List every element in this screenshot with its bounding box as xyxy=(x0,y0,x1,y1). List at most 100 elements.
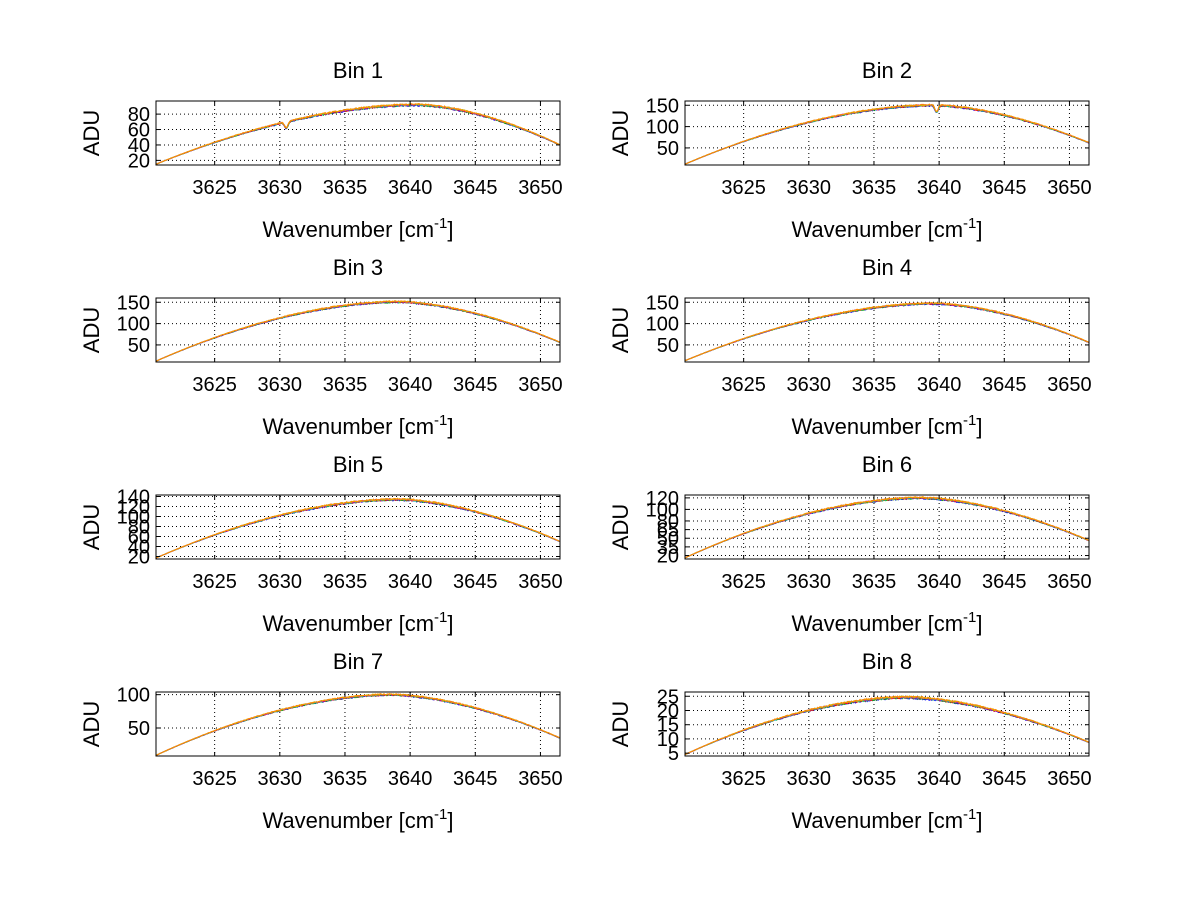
y-tick-label: 120 xyxy=(646,488,679,510)
y-axis-label: ADU xyxy=(79,307,104,353)
x-tick-label: 3645 xyxy=(982,177,1027,199)
x-tick-label: 3640 xyxy=(388,177,433,199)
plot-area xyxy=(685,298,1089,362)
y-axis-label: ADU xyxy=(79,701,104,747)
y-tick-label: 50 xyxy=(657,138,679,160)
spectrum-traces xyxy=(156,693,560,756)
spectrum-trace xyxy=(156,497,560,559)
y-tick-label: 20 xyxy=(657,546,679,568)
subplot-title: Bin 1 xyxy=(333,58,383,83)
y-tick-label: 20 xyxy=(128,150,150,172)
x-tick-label: 3650 xyxy=(518,571,563,593)
y-tick-label: 50 xyxy=(657,335,679,357)
x-tick-label: 3635 xyxy=(852,374,897,396)
x-tick-label: 3625 xyxy=(721,768,766,790)
x-tick-label: 3625 xyxy=(192,374,237,396)
x-tick-label: 3650 xyxy=(518,374,563,396)
x-tick-label: 3630 xyxy=(787,571,832,593)
spectrum-trace xyxy=(685,496,1089,559)
y-tick-label: 40 xyxy=(128,135,150,157)
x-tick-label: 3625 xyxy=(721,177,766,199)
y-tick-label: 150 xyxy=(646,95,679,117)
y-tick-label: 15 xyxy=(657,715,679,737)
axes-box xyxy=(155,297,561,363)
x-tick-label: 3640 xyxy=(917,374,962,396)
subplot-title: Bin 7 xyxy=(333,649,383,674)
y-tick-label: 50 xyxy=(657,528,679,550)
x-tick-label: 3630 xyxy=(787,768,832,790)
axes-box xyxy=(684,297,1090,363)
spectrum-traces xyxy=(156,497,560,559)
x-tick-label: 3645 xyxy=(453,571,498,593)
x-tick-label: 3645 xyxy=(982,374,1027,396)
x-tick-label: 3625 xyxy=(192,571,237,593)
x-axis-label: Wavenumber [cm-1] xyxy=(791,609,982,636)
plot-area xyxy=(685,495,1089,559)
y-tick-label: 25 xyxy=(657,686,679,708)
x-tick-label: 3645 xyxy=(982,768,1027,790)
subplot-title: Bin 8 xyxy=(862,649,912,674)
x-tick-label: 3635 xyxy=(323,177,368,199)
x-tick-label: 3630 xyxy=(258,177,303,199)
x-tick-label: 3650 xyxy=(1047,374,1092,396)
x-tick-label: 3650 xyxy=(518,177,563,199)
x-axis-label: Wavenumber [cm-1] xyxy=(262,609,453,636)
x-tick-label: 3640 xyxy=(388,571,433,593)
y-tick-label: 10 xyxy=(657,729,679,751)
y-tick-label: 60 xyxy=(128,120,150,142)
x-tick-label: 3650 xyxy=(1047,571,1092,593)
x-tick-label: 3635 xyxy=(852,571,897,593)
x-tick-label: 3635 xyxy=(852,768,897,790)
x-tick-label: 3625 xyxy=(721,571,766,593)
subplot-title: Bin 6 xyxy=(862,452,912,477)
y-tick-label: 150 xyxy=(646,292,679,314)
spectrum-traces xyxy=(685,103,1089,165)
spectrum-trace xyxy=(156,102,560,165)
x-axis-label: Wavenumber [cm-1] xyxy=(791,806,982,833)
y-tick-label: 150 xyxy=(117,292,150,314)
y-tick-label: 35 xyxy=(657,537,679,559)
subplot-bin-7: 3625 3630 3635 3640 3645 3650 50 100 Bin 7 Wavenu… xyxy=(79,649,563,833)
spectrum-traces xyxy=(156,300,560,362)
y-tick-label: 100 xyxy=(117,314,150,336)
x-tick-label: 3625 xyxy=(721,374,766,396)
plot-area xyxy=(156,298,560,362)
subplot-title: Bin 5 xyxy=(333,452,383,477)
subplot-title: Bin 3 xyxy=(333,255,383,280)
plot-area xyxy=(156,101,560,165)
x-tick-label: 3650 xyxy=(518,768,563,790)
spectrum-traces xyxy=(685,301,1089,362)
y-tick-label: 5 xyxy=(668,743,679,765)
y-axis-label: ADU xyxy=(79,110,104,156)
x-axis-label: Wavenumber [cm-1] xyxy=(791,412,982,439)
y-tick-label: 80 xyxy=(657,511,679,533)
axes-box xyxy=(684,100,1090,166)
y-tick-label: 80 xyxy=(128,517,150,539)
x-tick-label: 3650 xyxy=(1047,177,1092,199)
x-tick-label: 3640 xyxy=(388,768,433,790)
spectrum-trace xyxy=(685,695,1089,756)
subplot-title: Bin 4 xyxy=(862,255,912,280)
spectrum-trace xyxy=(685,301,1089,362)
x-tick-label: 3640 xyxy=(917,768,962,790)
x-tick-label: 3640 xyxy=(917,177,962,199)
y-tick-label: 20 xyxy=(657,700,679,722)
subplot-bin-5: 3625 3630 3635 3640 3645 3650 2040608010012014… xyxy=(79,452,563,636)
y-tick-label: 65 xyxy=(657,520,679,542)
y-axis-label: ADU xyxy=(608,110,633,156)
axes-box xyxy=(155,691,561,757)
x-tick-label: 3640 xyxy=(388,374,433,396)
y-tick-label: 100 xyxy=(646,314,679,336)
x-axis-label: Wavenumber [cm-1] xyxy=(262,806,453,833)
x-tick-label: 3630 xyxy=(258,768,303,790)
y-tick-label: 140 xyxy=(117,487,150,509)
y-tick-label: 50 xyxy=(128,335,150,357)
y-tick-label: 120 xyxy=(117,497,150,519)
x-tick-label: 3645 xyxy=(453,768,498,790)
